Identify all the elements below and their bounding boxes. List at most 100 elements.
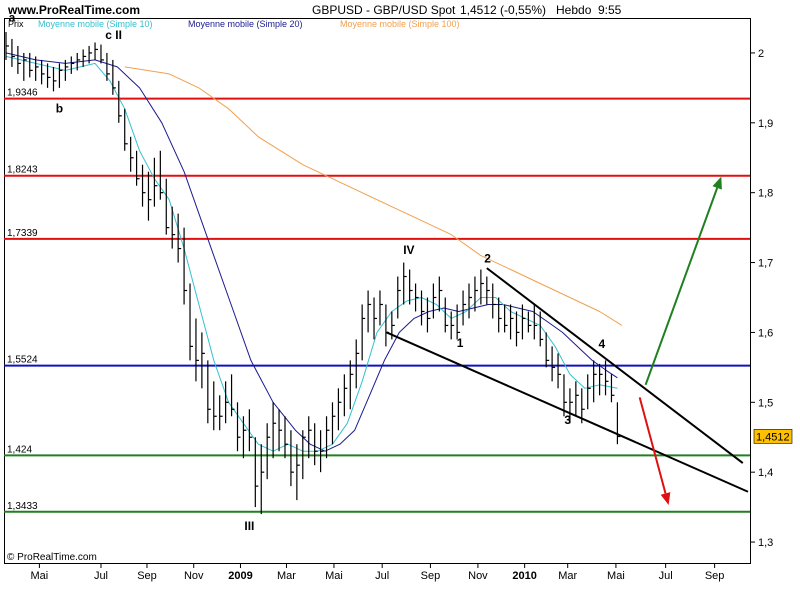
copyright-text: © ProRealTime.com (7, 552, 97, 563)
price-bar-1 (11, 38, 15, 67)
price-bar-30 (183, 227, 188, 305)
wave-labels: a c II b IV 2 1 4 3 III (9, 10, 606, 533)
price-bar-83 (498, 297, 502, 333)
wave-label-4: 2 (484, 252, 491, 266)
price-bar-33 (201, 332, 205, 389)
price-bar-85 (509, 304, 514, 340)
price-bar-3 (23, 52, 27, 81)
price-bar-35 (213, 381, 217, 431)
site-title[interactable]: www.ProRealTime.com (7, 3, 140, 17)
price-bar-8 (52, 66, 57, 92)
y-tick-label-3: 1,7 (758, 258, 773, 270)
wave-label-0: a (9, 10, 16, 24)
x-tick-label-10: 2010 (512, 570, 536, 582)
y-tick-label-2: 1,8 (758, 188, 773, 200)
price-bar-16 (100, 44, 104, 64)
price-bar-39 (236, 402, 241, 452)
price-bar-72 (432, 283, 437, 319)
plot-area[interactable] (4, 18, 751, 564)
x-tick-label-1: Jul (94, 570, 108, 582)
price-bar-31 (189, 283, 194, 361)
price-bar-56 (337, 388, 342, 431)
trendlines (386, 267, 749, 493)
price-bar-99 (593, 360, 597, 403)
price-bar-24 (147, 171, 152, 221)
price-bar-86 (515, 311, 520, 347)
level-label-0: 1,9346 (7, 88, 38, 99)
y-tick-label-4: 1,6 (758, 327, 773, 339)
price-bar-44 (266, 423, 271, 480)
y-tick-label-5: 1,5 (758, 397, 773, 409)
price-bar-17 (106, 52, 110, 81)
price-bar-14 (88, 45, 93, 64)
price-bar-4 (29, 52, 33, 78)
down_arrow-1 (638, 397, 671, 506)
price-bar-22 (135, 150, 140, 186)
price-bar-63 (379, 290, 383, 326)
price-bar-60 (361, 304, 366, 361)
price-bar-20 (124, 108, 128, 151)
y-tick-label-6: 1,4 (758, 467, 773, 479)
x-axis: Mai Jul Sep Nov 2009 Mar Mai Jul Sep Nov 2010 Mar Ma… (31, 563, 725, 582)
price-bar-29 (177, 213, 182, 263)
wave-label-6: 4 (598, 337, 605, 351)
level-label-1: 1,8243 (7, 165, 38, 176)
price-bar-81 (486, 276, 490, 305)
price-bar-42 (254, 437, 259, 508)
level-label-4: 1,424 (7, 444, 32, 455)
price-bar-71 (426, 297, 431, 333)
x-tick-label-6: Mai (325, 570, 343, 582)
trendline-0 (386, 331, 749, 493)
price-bar-89 (533, 304, 538, 340)
price-bar-10 (64, 59, 69, 81)
price-bar-93 (557, 353, 562, 389)
price-bar-15 (94, 42, 99, 60)
price-bar-75 (450, 311, 455, 340)
price-bar-28 (171, 206, 176, 249)
price-bar-88 (527, 311, 532, 333)
price-bar-26 (159, 150, 164, 200)
x-tick-label-5: Mar (277, 570, 296, 582)
price-bar-27 (165, 178, 170, 235)
price-bar-55 (331, 402, 336, 445)
price-bar-23 (141, 164, 146, 207)
price-bar-70 (420, 290, 425, 326)
horizontal-levels: 1,9346 1,8243 1,7339 1,5524 1,424 1,3433 (4, 88, 750, 513)
timeframe-label: Hebdo (556, 3, 592, 17)
x-tick-label-12: Mai (607, 570, 625, 582)
price-bar-67 (403, 262, 407, 305)
price-bar-77 (462, 290, 467, 326)
wave-label-7: 3 (564, 413, 571, 427)
price-bar-52 (314, 423, 318, 466)
y-tick-label-0: 2 (758, 48, 764, 60)
x-tick-label-0: Mai (31, 570, 49, 582)
x-tick-label-13: Jul (659, 570, 673, 582)
price-bar-68 (409, 269, 413, 305)
time-label: 9:55 (598, 3, 622, 17)
x-tick-label-11: Mar (558, 570, 577, 582)
price-bar-74 (444, 297, 449, 333)
level-label-2: 1,7339 (7, 228, 38, 239)
wave-label-1: c II (105, 28, 122, 42)
price-bar-50 (302, 430, 306, 480)
price-bar-49 (296, 444, 300, 501)
price-bar-61 (367, 290, 372, 333)
wave-label-8: III (244, 519, 254, 533)
x-tick-label-9: Nov (468, 570, 488, 582)
price-bar-58 (349, 360, 354, 410)
legend-price: Prix (8, 19, 24, 29)
x-tick-label-14: Sep (705, 570, 725, 582)
price-bar-78 (468, 283, 473, 319)
price-bar-66 (397, 276, 401, 319)
price-bar-43 (260, 444, 265, 515)
legend: Prix Moyenne mobile (Simple 10) Moyenne … (8, 19, 460, 29)
price-bar-91 (545, 332, 550, 368)
price-bar-53 (320, 430, 324, 473)
price-bar-69 (414, 283, 419, 312)
price-bar-34 (207, 360, 211, 424)
legend-ma20: Moyenne mobile (Simple 20) (188, 19, 303, 29)
x-tick-label-8: Sep (421, 570, 441, 582)
price-bar-38 (230, 374, 235, 417)
wave-label-5: 1 (457, 336, 464, 350)
instrument-title: GBPUSD - GBP/USD Spot (312, 3, 456, 17)
